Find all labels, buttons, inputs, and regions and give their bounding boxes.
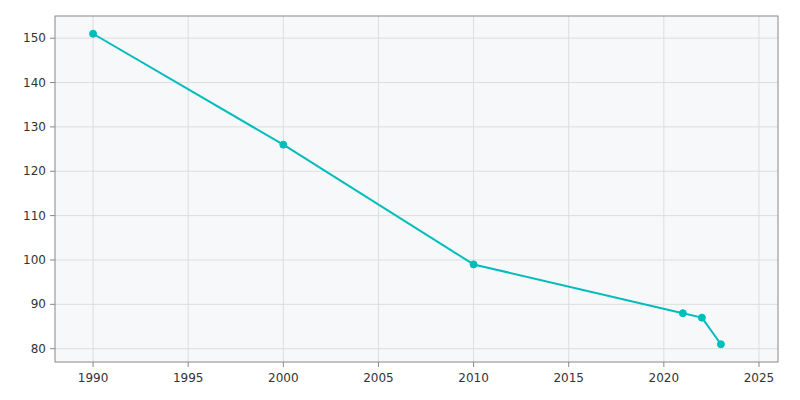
y-tick <box>50 82 55 83</box>
point <box>470 261 477 268</box>
x-tick <box>473 362 474 367</box>
y-tick-label: 120 <box>23 164 46 178</box>
y-grid-line <box>55 215 778 216</box>
x-grid-line <box>378 16 379 362</box>
plot-background <box>55 16 778 362</box>
point <box>717 341 724 348</box>
x-grid-line <box>283 16 284 362</box>
y-tick <box>50 126 55 127</box>
grid <box>55 16 778 362</box>
point <box>90 30 97 37</box>
x-grid-line <box>758 16 759 362</box>
y-tick <box>50 38 55 39</box>
chart: 1990 1995 2000 2005 2010 2015 2020 2025 80 90 100 1… <box>0 0 800 400</box>
point <box>698 314 705 321</box>
point <box>679 310 686 317</box>
y-grid-line <box>55 126 778 127</box>
x-tick <box>283 362 284 367</box>
y-tick-label: 80 <box>31 342 46 356</box>
y-tick <box>50 304 55 305</box>
x-tick-label: 1995 <box>173 371 204 385</box>
x-grid-line <box>188 16 189 362</box>
x-grid-line <box>93 16 94 362</box>
x-tick-label: 2010 <box>458 371 489 385</box>
y-tick <box>50 215 55 216</box>
x-tick <box>758 362 759 367</box>
y-tick-label: 140 <box>23 76 46 90</box>
x-grid-line <box>663 16 664 362</box>
y-grid-line <box>55 304 778 305</box>
x-tick <box>378 362 379 367</box>
y-grid-line <box>55 259 778 260</box>
y-tick-label: 150 <box>23 31 46 45</box>
x-tick-label: 2015 <box>553 371 584 385</box>
y-tick-label: 110 <box>23 209 46 223</box>
x-grid-line <box>473 16 474 362</box>
y-grid-line <box>55 82 778 83</box>
x-tick <box>663 362 664 367</box>
line <box>93 34 721 345</box>
y-grid-line <box>55 348 778 349</box>
x-tick-label: 1990 <box>78 371 109 385</box>
x-tick-label: 2005 <box>363 371 394 385</box>
x-tick-label: 2000 <box>268 371 299 385</box>
y-grid-line <box>55 38 778 39</box>
y-tick-label: 90 <box>31 297 46 311</box>
x-tick <box>188 362 189 367</box>
y-tick <box>50 259 55 260</box>
x-tick-label: 2020 <box>649 371 680 385</box>
plot-frame <box>55 16 778 362</box>
point <box>280 141 287 148</box>
y-tick-label: 100 <box>23 253 46 267</box>
x-tick <box>93 362 94 367</box>
axes: 1990 1995 2000 2005 2010 2015 2020 2025 80 90 100 1… <box>23 31 774 385</box>
y-tick <box>50 171 55 172</box>
data <box>90 30 725 348</box>
x-grid-line <box>568 16 569 362</box>
y-grid-line <box>55 171 778 172</box>
y-tick-label: 130 <box>23 120 46 134</box>
x-tick-label: 2025 <box>744 371 775 385</box>
y-tick <box>50 348 55 349</box>
x-tick <box>568 362 569 367</box>
